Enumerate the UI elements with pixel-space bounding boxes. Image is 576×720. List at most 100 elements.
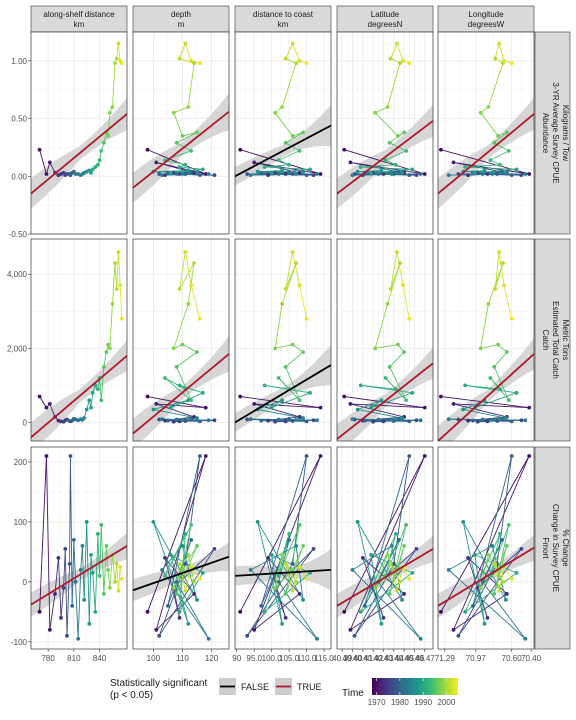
data-point [171,346,176,351]
data-point [297,564,302,569]
data-point [116,41,121,46]
data-point [394,588,399,593]
time-path-segment [88,554,92,624]
data-point [490,172,495,176]
data-point [376,172,381,176]
time-path-segment [176,351,198,368]
data-point [262,165,267,169]
time-path-segment [299,285,308,319]
data-point [290,250,295,254]
data-point [166,603,170,608]
data-point [480,172,485,176]
time-path-segment [497,545,508,571]
time-path-segment [493,132,508,144]
data-point [466,173,470,178]
data-point [471,603,475,608]
data-point [252,627,257,632]
data-point [95,532,100,536]
data-point [439,147,443,152]
data-point [418,418,423,423]
row-strip-sublabel: 3-YR Average Survey CPUE [551,82,560,183]
data-point [404,148,409,153]
data-point [355,169,360,174]
data-point [104,544,109,548]
data-point [388,56,393,61]
data-point [118,283,123,288]
data-point [238,394,243,399]
data-point [171,170,176,175]
time-path-segment [480,303,489,349]
data-point [206,172,211,176]
data-point [519,546,524,551]
data-point [297,58,302,63]
time-path-segment [285,262,297,290]
time-path-segment [292,545,304,571]
data-point [509,454,514,458]
data-point [497,250,501,254]
data-point [183,419,188,423]
data-point [116,250,121,254]
time-path-segment [397,545,405,570]
data-point [394,250,399,254]
time-path-segment [281,63,297,108]
time-path-segment [250,569,318,640]
data-point [195,130,199,135]
time-path-segment [264,164,290,168]
time-path-segment [100,366,105,401]
data-point [391,561,396,566]
data-point [119,61,124,66]
y-tick-label: 100 [14,518,28,527]
data-point [315,172,319,176]
time-path-segment [474,168,517,174]
row-strip-label: Fmort [541,538,550,560]
time-path-segment [271,392,311,409]
data-point [318,454,323,458]
panel-plot-area [133,250,229,441]
data-point [498,162,502,167]
data-point [110,105,115,109]
data-point [397,416,401,421]
data-point [311,173,316,178]
time-path-segment [390,563,398,591]
time-path-segment [503,566,513,580]
x-tick-label: 110.0 [297,654,317,663]
data-point [294,579,298,584]
time-path-segment [292,43,300,62]
data-point [352,633,357,638]
time-path-segment [156,403,195,418]
data-point [255,520,260,524]
data-point [397,169,401,174]
data-point [90,390,95,395]
data-point [198,454,202,458]
time-path-segment [377,581,421,640]
panel-border [30,238,128,442]
data-point [410,390,415,395]
data-point [47,627,52,632]
time-path-segment [117,566,121,591]
panel-background [337,239,433,441]
data-point [463,609,468,614]
time-path-segment [117,251,121,286]
data-point [269,170,274,175]
data-point [44,172,49,176]
data-point [195,170,199,175]
time-path-segment [107,112,111,136]
x-tick-label: 780 [41,654,55,663]
data-point [422,454,427,458]
data-point [294,61,298,66]
data-point [186,398,191,403]
x-tick-label: 90 [232,654,241,663]
time-path-segment [285,524,301,594]
data-point [163,418,167,423]
data-point [206,418,211,423]
data-point [280,552,285,557]
data-point [301,350,305,354]
data-point [145,394,150,399]
data-point [506,148,511,153]
column-strip-unit: m [178,20,185,29]
time-path-segment [480,569,499,589]
data-point [297,170,302,175]
regression-line [133,555,229,592]
time-path-segment [274,554,283,588]
data-point [186,621,191,626]
